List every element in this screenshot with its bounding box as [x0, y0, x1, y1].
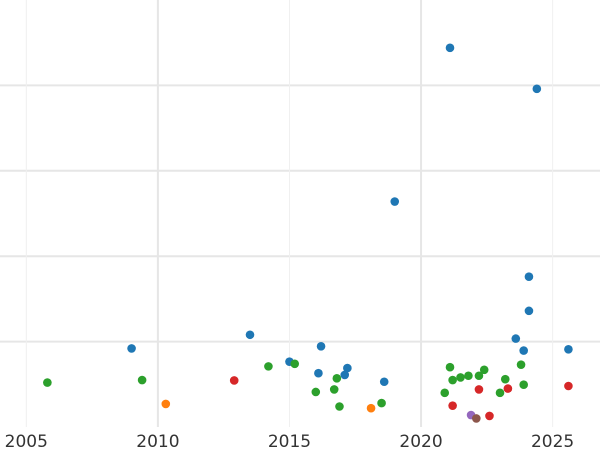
data-point	[316, 341, 326, 351]
data-point	[127, 344, 136, 353]
data-point	[332, 374, 342, 383]
data-point	[340, 370, 350, 380]
data-point	[314, 368, 323, 378]
data-point	[519, 346, 528, 355]
data-point	[379, 377, 389, 387]
data-point	[524, 306, 534, 316]
data-point	[485, 411, 494, 421]
data-points	[43, 43, 573, 423]
x-tick-label: 2025	[531, 432, 574, 450]
data-point	[161, 399, 171, 409]
data-point	[500, 374, 510, 384]
gridlines	[0, 0, 600, 427]
x-tick-label: 2015	[268, 432, 311, 450]
data-point	[511, 334, 521, 343]
data-point	[390, 197, 400, 206]
x-tick-label: 2010	[136, 432, 179, 450]
data-point	[448, 375, 457, 385]
data-point	[43, 378, 52, 387]
data-point	[564, 381, 573, 391]
data-point	[343, 363, 352, 373]
data-point	[335, 402, 344, 411]
data-point	[311, 387, 321, 397]
data-point	[448, 401, 457, 410]
data-point	[456, 373, 465, 382]
data-point	[245, 330, 255, 340]
data-point	[474, 371, 484, 381]
data-point	[329, 385, 339, 394]
data-point	[472, 414, 481, 423]
data-point	[445, 43, 455, 53]
data-point	[524, 272, 534, 281]
data-point	[495, 388, 505, 398]
data-point	[516, 360, 526, 369]
x-axis-tick-labels: 2005 2010 2015 2020 2025	[5, 432, 575, 450]
data-point	[264, 362, 273, 371]
data-point	[137, 375, 147, 385]
data-point	[479, 365, 489, 375]
data-point	[440, 388, 450, 398]
x-tick-label: 2020	[399, 432, 442, 450]
data-point	[366, 403, 376, 413]
x-tick-label: 2005	[5, 432, 48, 450]
data-point	[519, 380, 528, 390]
data-point	[503, 384, 513, 393]
data-point	[464, 371, 473, 381]
data-point	[474, 385, 484, 394]
data-point	[445, 362, 455, 372]
data-point	[290, 359, 300, 369]
data-point	[377, 398, 386, 408]
data-point	[229, 376, 239, 385]
data-point	[564, 344, 573, 354]
data-point	[532, 84, 542, 94]
